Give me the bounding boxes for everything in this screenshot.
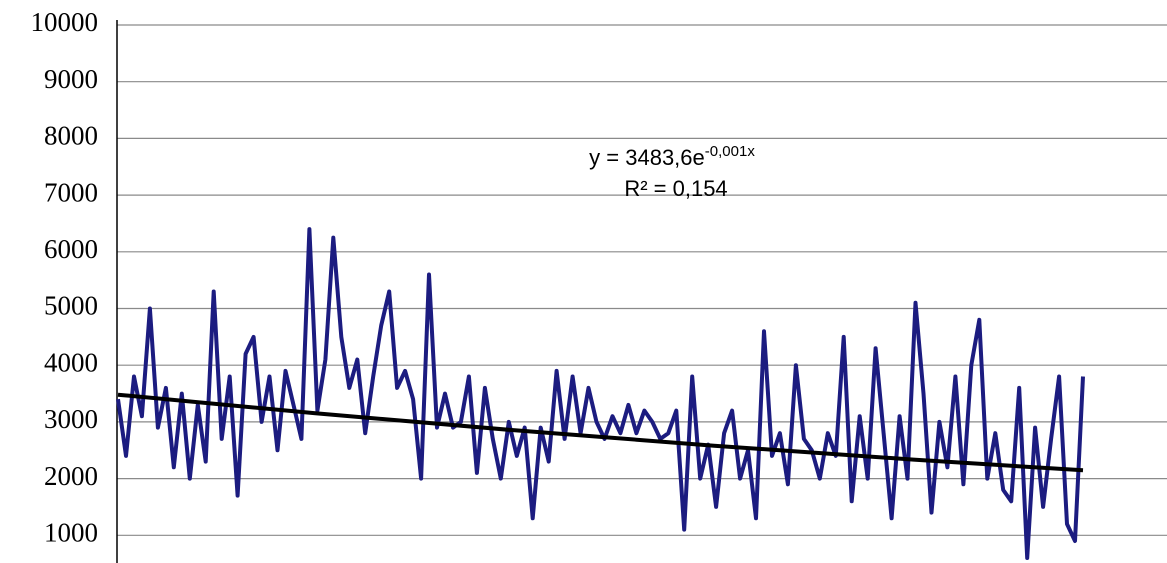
y-tick-label: 7000 — [44, 177, 98, 207]
r-squared: R² = 0,154 — [624, 176, 727, 201]
y-tick-label: 6000 — [44, 234, 98, 264]
trend-line — [117, 392, 1084, 473]
equation-exponent: -0,001x — [705, 143, 756, 160]
y-tick-label: 5000 — [44, 291, 98, 321]
y-tick-label: 1000 — [44, 518, 98, 548]
y-tick-label: 9000 — [44, 64, 98, 94]
y-tick-label: 8000 — [44, 121, 98, 151]
y-tick-label: 3000 — [44, 404, 98, 434]
equation-base: y = 3483,6e — [589, 145, 705, 170]
y-tick-label: 2000 — [44, 461, 98, 491]
data-line — [116, 227, 1085, 560]
trend-equation: y = 3483,6e-0,001x — [589, 143, 755, 170]
y-tick-label: 10000 — [31, 7, 99, 37]
y-tick-label: 4000 — [44, 347, 98, 377]
